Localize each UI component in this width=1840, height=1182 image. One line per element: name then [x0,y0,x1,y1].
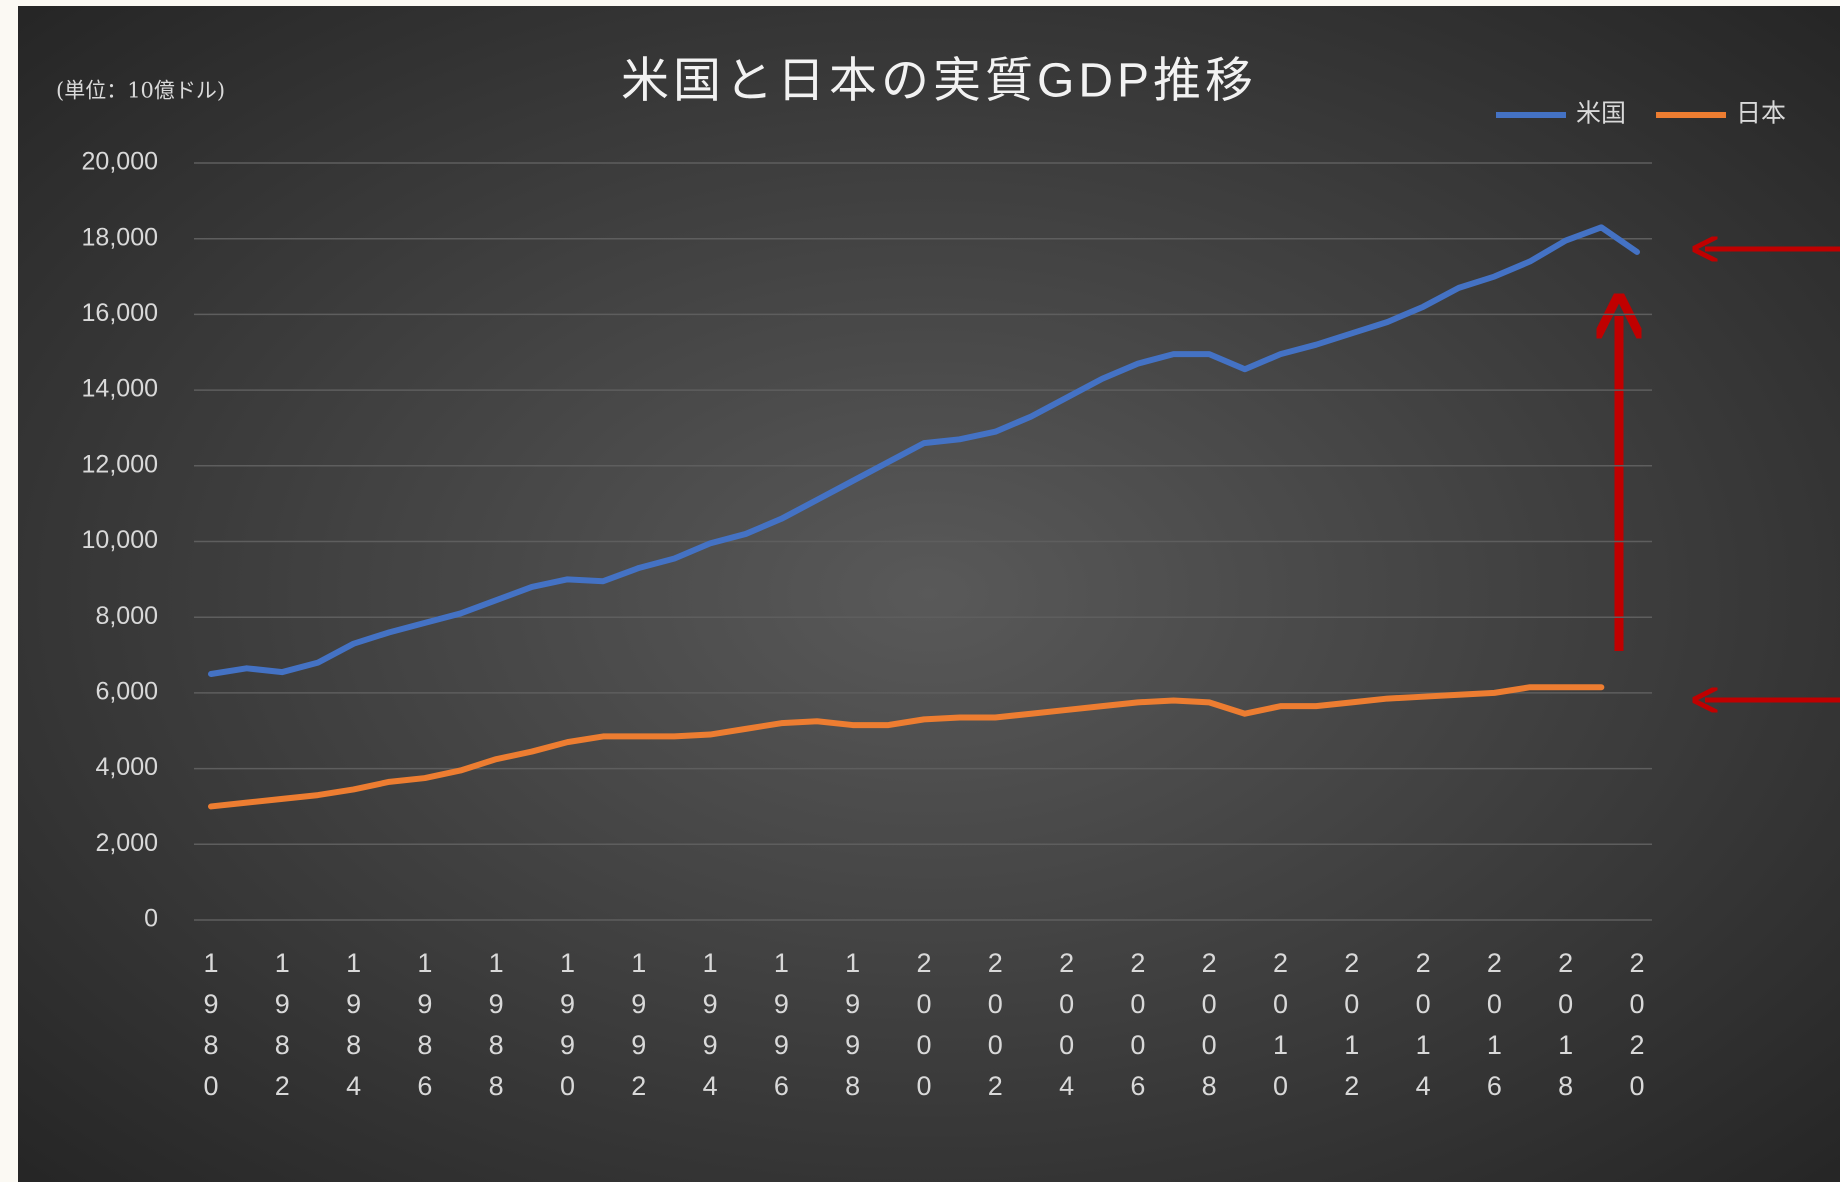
y-tick-label: 8,000 [95,602,158,630]
y-tick-label: 2,000 [95,829,158,857]
y-tick-label: 18,000 [82,223,158,251]
chart-title: 米国と日本の実質GDP推移 [621,55,1257,108]
unit-label: (単位：10億ドル) [56,79,225,103]
legend-label: 日本 [1736,99,1786,128]
y-tick-label: 4,000 [95,753,158,781]
y-tick-label: 10,000 [82,526,158,554]
chart-background [18,6,1840,1182]
y-tick-label: 20,000 [82,148,158,176]
series-line [208,224,1640,677]
legend-label: 米国 [1576,99,1626,128]
y-tick-label: 6,000 [95,678,158,706]
y-tick-label: 16,000 [82,299,158,327]
series-line [208,684,1605,810]
y-tick-label: 0 [144,905,158,933]
y-tick-label: 12,000 [82,450,158,478]
y-tick-label: 14,000 [82,375,158,403]
